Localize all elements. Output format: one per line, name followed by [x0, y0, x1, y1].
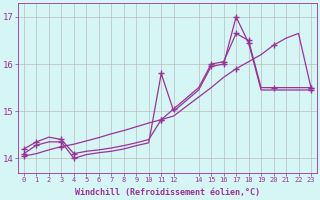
X-axis label: Windchill (Refroidissement éolien,°C): Windchill (Refroidissement éolien,°C)	[75, 188, 260, 197]
